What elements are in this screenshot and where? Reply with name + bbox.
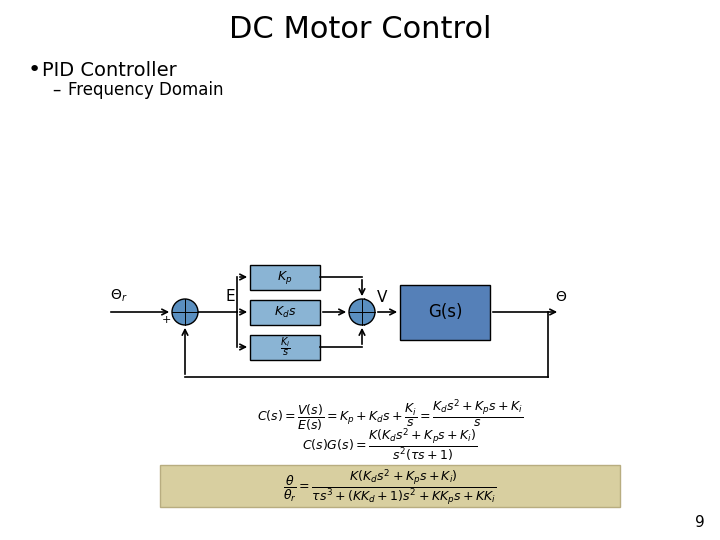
FancyBboxPatch shape: [160, 465, 620, 507]
Text: +: +: [359, 318, 369, 328]
Circle shape: [172, 299, 198, 325]
Text: +: +: [348, 305, 358, 315]
Text: $\Theta_r$: $\Theta_r$: [110, 288, 127, 304]
Text: E: E: [225, 289, 235, 304]
Text: PID Controller: PID Controller: [42, 60, 176, 79]
Text: $C(s)G(s) = \dfrac{K(K_d s^2 + K_p s + K_i)}{s^2(\tau s + 1)}$: $C(s)G(s) = \dfrac{K(K_d s^2 + K_p s + K…: [302, 427, 478, 463]
Text: $\Theta$: $\Theta$: [555, 290, 567, 304]
Circle shape: [349, 299, 375, 325]
FancyBboxPatch shape: [250, 334, 320, 360]
Text: $C(s) = \dfrac{V(s)}{E(s)} = K_p + K_d s + \dfrac{K_i}{s} = \dfrac{K_d s^2 + K_p: $C(s) = \dfrac{V(s)}{E(s)} = K_p + K_d s…: [256, 397, 523, 433]
Text: −: −: [181, 296, 192, 309]
Text: V: V: [377, 290, 387, 305]
Text: –: –: [52, 81, 60, 99]
Text: $\dfrac{\theta}{\theta_r} = \dfrac{K(K_d s^2 + K_p s + K_i)}{\tau s^3 + (KK_d + : $\dfrac{\theta}{\theta_r} = \dfrac{K(K_d…: [283, 467, 497, 507]
FancyBboxPatch shape: [400, 285, 490, 340]
Text: $K_p$: $K_p$: [277, 268, 292, 286]
Text: +: +: [171, 312, 180, 322]
Text: •: •: [28, 60, 41, 80]
Text: +: +: [359, 297, 369, 307]
Text: 9: 9: [696, 515, 705, 530]
FancyBboxPatch shape: [250, 265, 320, 289]
Text: G(s): G(s): [428, 303, 462, 321]
Text: $K_d s$: $K_d s$: [274, 305, 296, 320]
Text: DC Motor Control: DC Motor Control: [229, 16, 491, 44]
Text: +: +: [161, 315, 171, 325]
FancyBboxPatch shape: [250, 300, 320, 325]
Text: Frequency Domain: Frequency Domain: [68, 81, 223, 99]
Text: $\dfrac{K_i}{s}$: $\dfrac{K_i}{s}$: [279, 335, 290, 359]
